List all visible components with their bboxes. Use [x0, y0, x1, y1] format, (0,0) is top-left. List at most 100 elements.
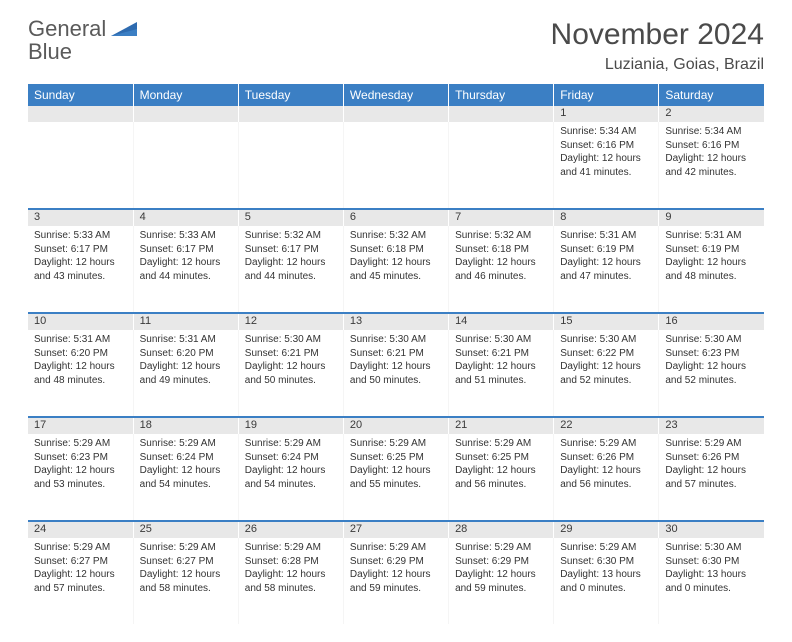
daynum-row: 17181920212223 [28, 418, 764, 434]
calendar-table: SundayMondayTuesdayWednesdayThursdayFrid… [28, 84, 764, 624]
day-number: 9 [659, 210, 764, 226]
day-cell: Sunrise: 5:30 AMSunset: 6:21 PMDaylight:… [343, 330, 448, 416]
day-cell [238, 122, 343, 208]
day-number: 27 [343, 522, 448, 538]
day-number: 6 [343, 210, 448, 226]
day-number: 26 [238, 522, 343, 538]
day-cell: Sunrise: 5:31 AMSunset: 6:20 PMDaylight:… [28, 330, 133, 416]
calendar-head: SundayMondayTuesdayWednesdayThursdayFrid… [28, 84, 764, 106]
daynum-row: 12 [28, 106, 764, 122]
day-cell: Sunrise: 5:34 AMSunset: 6:16 PMDaylight:… [659, 122, 764, 208]
content-row: Sunrise: 5:34 AMSunset: 6:16 PMDaylight:… [28, 122, 764, 208]
day-cell: Sunrise: 5:30 AMSunset: 6:21 PMDaylight:… [449, 330, 554, 416]
day-number: 29 [554, 522, 659, 538]
day-number: 14 [449, 314, 554, 330]
day-number: 1 [554, 106, 659, 122]
day-cell: Sunrise: 5:29 AMSunset: 6:24 PMDaylight:… [133, 434, 238, 520]
day-cell [28, 122, 133, 208]
month-title: November 2024 [551, 18, 764, 52]
day-number: 5 [238, 210, 343, 226]
day-cell: Sunrise: 5:34 AMSunset: 6:16 PMDaylight:… [554, 122, 659, 208]
day-cell: Sunrise: 5:32 AMSunset: 6:18 PMDaylight:… [343, 226, 448, 312]
day-cell: Sunrise: 5:29 AMSunset: 6:29 PMDaylight:… [449, 538, 554, 624]
day-cell [449, 122, 554, 208]
day-cell: Sunrise: 5:29 AMSunset: 6:30 PMDaylight:… [554, 538, 659, 624]
day-number: 20 [343, 418, 448, 434]
day-cell: Sunrise: 5:29 AMSunset: 6:25 PMDaylight:… [343, 434, 448, 520]
day-cell: Sunrise: 5:29 AMSunset: 6:27 PMDaylight:… [133, 538, 238, 624]
logo-word1: General [28, 16, 106, 41]
day-cell: Sunrise: 5:32 AMSunset: 6:18 PMDaylight:… [449, 226, 554, 312]
day-number [343, 106, 448, 122]
day-cell: Sunrise: 5:31 AMSunset: 6:19 PMDaylight:… [659, 226, 764, 312]
day-number: 2 [659, 106, 764, 122]
content-row: Sunrise: 5:31 AMSunset: 6:20 PMDaylight:… [28, 330, 764, 416]
calendar-body: 12Sunrise: 5:34 AMSunset: 6:16 PMDayligh… [28, 106, 764, 624]
day-number: 11 [133, 314, 238, 330]
logo-word2: Blue [28, 39, 72, 64]
day-cell: Sunrise: 5:30 AMSunset: 6:22 PMDaylight:… [554, 330, 659, 416]
day-number: 16 [659, 314, 764, 330]
day-number [449, 106, 554, 122]
day-cell: Sunrise: 5:29 AMSunset: 6:29 PMDaylight:… [343, 538, 448, 624]
day-number [133, 106, 238, 122]
daynum-row: 10111213141516 [28, 314, 764, 330]
day-number: 12 [238, 314, 343, 330]
day-cell: Sunrise: 5:29 AMSunset: 6:24 PMDaylight:… [238, 434, 343, 520]
day-cell: Sunrise: 5:30 AMSunset: 6:30 PMDaylight:… [659, 538, 764, 624]
day-cell: Sunrise: 5:30 AMSunset: 6:21 PMDaylight:… [238, 330, 343, 416]
header: General Blue November 2024 Luziania, Goi… [28, 18, 764, 74]
day-cell: Sunrise: 5:29 AMSunset: 6:27 PMDaylight:… [28, 538, 133, 624]
day-number: 17 [28, 418, 133, 434]
day-number: 4 [133, 210, 238, 226]
day-header: Monday [133, 84, 238, 106]
day-number: 13 [343, 314, 448, 330]
day-number: 8 [554, 210, 659, 226]
page: General Blue November 2024 Luziania, Goi… [0, 0, 792, 642]
content-row: Sunrise: 5:29 AMSunset: 6:27 PMDaylight:… [28, 538, 764, 624]
day-header: Wednesday [343, 84, 448, 106]
day-number: 15 [554, 314, 659, 330]
day-cell: Sunrise: 5:29 AMSunset: 6:25 PMDaylight:… [449, 434, 554, 520]
day-number: 19 [238, 418, 343, 434]
day-number: 7 [449, 210, 554, 226]
day-header: Saturday [659, 84, 764, 106]
day-cell: Sunrise: 5:33 AMSunset: 6:17 PMDaylight:… [28, 226, 133, 312]
day-cell: Sunrise: 5:29 AMSunset: 6:23 PMDaylight:… [28, 434, 133, 520]
day-number: 22 [554, 418, 659, 434]
day-number: 18 [133, 418, 238, 434]
day-cell [133, 122, 238, 208]
day-number: 10 [28, 314, 133, 330]
day-header: Sunday [28, 84, 133, 106]
logo-triangle-icon [111, 20, 137, 41]
day-cell: Sunrise: 5:33 AMSunset: 6:17 PMDaylight:… [133, 226, 238, 312]
day-number: 24 [28, 522, 133, 538]
day-cell: Sunrise: 5:29 AMSunset: 6:26 PMDaylight:… [554, 434, 659, 520]
day-header: Thursday [449, 84, 554, 106]
logo-text: General Blue [28, 18, 137, 64]
day-number: 30 [659, 522, 764, 538]
day-cell: Sunrise: 5:32 AMSunset: 6:17 PMDaylight:… [238, 226, 343, 312]
day-cell: Sunrise: 5:29 AMSunset: 6:26 PMDaylight:… [659, 434, 764, 520]
location: Luziania, Goias, Brazil [551, 56, 764, 74]
day-cell [343, 122, 448, 208]
day-number: 3 [28, 210, 133, 226]
day-number [28, 106, 133, 122]
content-row: Sunrise: 5:29 AMSunset: 6:23 PMDaylight:… [28, 434, 764, 520]
day-number: 21 [449, 418, 554, 434]
day-number: 25 [133, 522, 238, 538]
title-block: November 2024 Luziania, Goias, Brazil [551, 18, 764, 74]
day-number [238, 106, 343, 122]
day-number: 28 [449, 522, 554, 538]
day-cell: Sunrise: 5:30 AMSunset: 6:23 PMDaylight:… [659, 330, 764, 416]
daynum-row: 24252627282930 [28, 522, 764, 538]
day-number: 23 [659, 418, 764, 434]
day-cell: Sunrise: 5:29 AMSunset: 6:28 PMDaylight:… [238, 538, 343, 624]
day-header: Tuesday [238, 84, 343, 106]
logo: General Blue [28, 18, 137, 64]
day-cell: Sunrise: 5:31 AMSunset: 6:19 PMDaylight:… [554, 226, 659, 312]
content-row: Sunrise: 5:33 AMSunset: 6:17 PMDaylight:… [28, 226, 764, 312]
day-cell: Sunrise: 5:31 AMSunset: 6:20 PMDaylight:… [133, 330, 238, 416]
day-header: Friday [554, 84, 659, 106]
daynum-row: 3456789 [28, 210, 764, 226]
